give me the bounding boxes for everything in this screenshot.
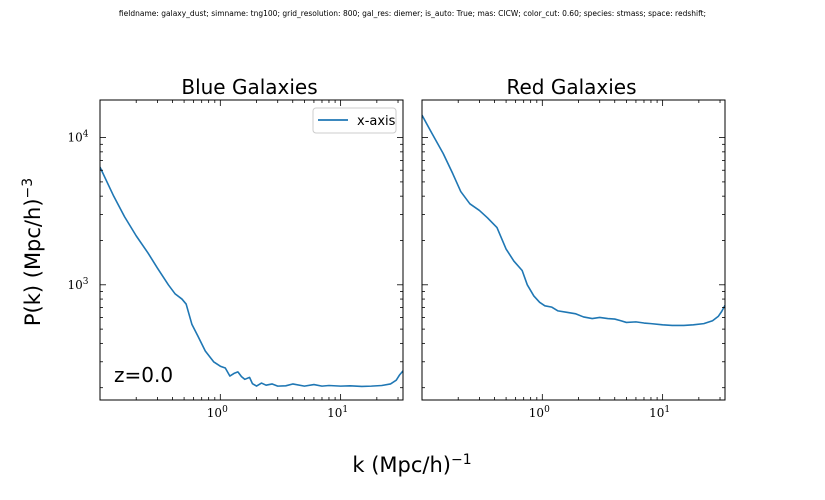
- y-axis-label: P(k) (Mpc/h)−3: [20, 178, 45, 326]
- x-tick-label: 101: [327, 405, 348, 420]
- chart-title: Red Galaxies: [506, 75, 636, 99]
- series-line-x-axis: [100, 166, 403, 388]
- legend-box: [312, 107, 397, 134]
- panel-blue-galaxies: Blue Galaxies 100 101 103 104 x-axis z=0.0: [67, 75, 404, 420]
- x-axis-label: k (Mpc/h)−1: [352, 452, 471, 477]
- plot-frame: [99, 99, 404, 401]
- plot-clip: [100, 166, 403, 388]
- x-tick-label: 101: [649, 405, 670, 420]
- ticks: 100 101: [421, 100, 725, 420]
- redshift-annotation: z=0.0: [114, 363, 173, 387]
- plot-frame: [421, 99, 726, 401]
- y-tick-label: 104: [67, 130, 88, 145]
- legend: x-axis: [312, 107, 397, 134]
- x-tick-label: 100: [207, 405, 228, 420]
- plot-clip: [422, 114, 725, 327]
- legend-label: x-axis: [357, 114, 396, 129]
- series-line: [422, 114, 725, 327]
- figure-caption: fieldname: galaxy_dust; simname: tng100;…: [118, 9, 707, 18]
- y-tick-label: 103: [67, 277, 88, 292]
- chart-title: Blue Galaxies: [181, 75, 317, 99]
- panel-red-galaxies: Red Galaxies 100 101: [421, 75, 726, 420]
- x-tick-label: 100: [529, 405, 550, 420]
